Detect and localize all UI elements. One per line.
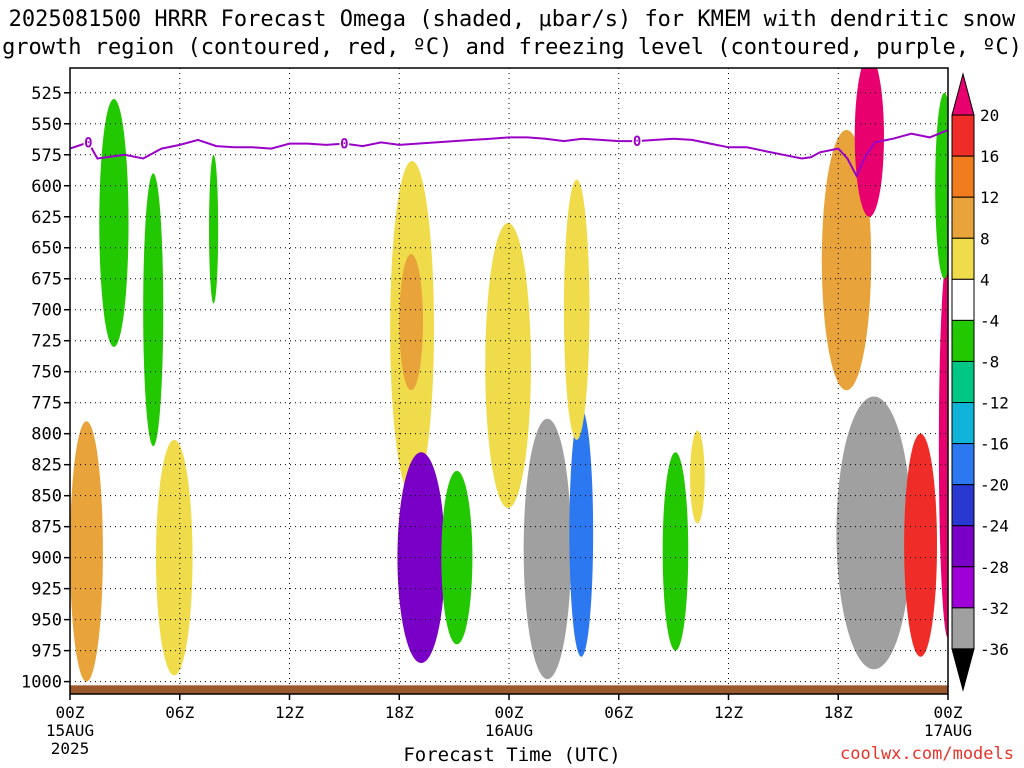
omega-region-17 [854,68,884,217]
y-tick-label-950: 950 [31,611,62,631]
y-tick-label-625: 625 [31,208,62,228]
ground-surface [70,685,948,694]
colorbar-segment-2 [951,155,975,198]
omega-region-10 [485,222,531,509]
x-tick-label-36: 12Z [714,703,743,722]
omega-region-4 [143,173,164,447]
colorbar-segment-8 [951,402,975,445]
x-tick-label-24: 00Z [495,703,524,722]
y-tick-label-525: 525 [31,84,62,104]
colorbar-segment-3 [951,196,975,239]
y-tick-label-1000: 1000 [21,673,62,693]
colorbar-label-10: -24 [980,517,1009,536]
y-tick-label-650: 650 [31,239,62,259]
colorbar-label-1: 16 [980,147,999,166]
x-tick-label-42: 18Z [824,703,853,722]
colorbar-label-4: 4 [980,270,990,289]
colorbar-segment-7 [951,360,975,404]
freezing-level-label-1: 0 [84,135,92,151]
y-tick-label-750: 750 [31,363,62,383]
y-tick-label-725: 725 [31,332,62,352]
omega-region-14 [662,452,689,651]
chart-title-line-1: 2025081500 HRRR Forecast Omega (shaded, … [8,7,1016,32]
colorbar-segment-5 [951,278,975,321]
chart-title: 2025081500 HRRR Forecast Omega (shaded, … [0,6,1024,62]
omega-region-8 [397,452,445,664]
omega-region-16 [821,129,872,391]
x-tick-label-0: 00Z [56,703,85,722]
x-tick-label-18: 18Z [385,703,414,722]
y-axis: 525 550 575 600 625 650 675 700 725 750 775 800 825 8… [21,84,70,693]
y-tick-label-775: 775 [31,394,62,414]
colorbar-label-5: -4 [980,311,999,330]
colorbar-segment-12 [951,566,975,609]
colorbar-segment-11 [951,525,975,568]
omega-region-11 [523,418,572,680]
omega-region-19 [904,433,938,657]
colorbar-label-13: -36 [980,640,1009,659]
x-tick-year-0: 2025 [51,739,90,758]
colorbar-label-7: -12 [980,394,1009,413]
colorbar-label-2: 12 [980,188,999,207]
y-tick-label-600: 600 [31,177,62,197]
colorbar-label-6: -8 [980,352,999,371]
y-tick-label-800: 800 [31,425,62,445]
site-credit: coolwx.com/models [840,744,1014,764]
omega-region-21 [935,92,948,279]
y-tick-label-700: 700 [31,301,62,321]
x-tick-label-6: 06Z [165,703,194,722]
omega-region-18 [836,396,912,670]
colorbar-label-0: 20 [980,106,999,125]
y-tick-label-825: 825 [31,456,62,476]
colorbar-bottom-triangle [951,648,975,692]
omega-region-20 [938,253,948,639]
omega-region-3 [155,439,193,676]
colorbar-top-triangle [951,72,975,116]
colorbar-label-3: 8 [980,229,990,248]
y-tick-label-675: 675 [31,270,62,290]
omega-region-7 [399,253,424,391]
colorbar-label-9: -20 [980,476,1009,495]
omega-region-12 [569,408,594,657]
y-tick-label-925: 925 [31,580,62,600]
colorbar-label-11: -28 [980,558,1009,577]
x-tick-date-24: 16AUG [485,721,533,740]
y-tick-label-850: 850 [31,487,62,507]
colorbar: 20 16 12 8 4 -4 -8 -12 -16 -20 -24 -28 -32 -36 [951,72,1009,692]
x-tick-label-48: 00Z [934,703,963,722]
colorbar-label-8: -16 [980,435,1009,454]
freezing-level-line: 0 0 0 [70,129,948,179]
y-tick-label-575: 575 [31,146,62,166]
omega-region-5 [209,154,219,304]
x-tick-label-12: 12Z [275,703,304,722]
colorbar-segment-10 [951,484,975,527]
omega-region-2 [99,98,129,347]
omega-region-9 [441,470,473,645]
chart-title-line-2: growth region (contoured, red, ºC) and f… [2,35,1022,60]
colorbar-segment-9 [951,443,975,486]
freezing-level-label-3: 0 [633,134,641,150]
x-tick-date-48: 17AUG [924,721,972,740]
colorbar-segment-4 [951,237,975,280]
x-tick-date-0: 15AUG [46,721,94,740]
colorbar-segment-1 [951,114,975,157]
y-tick-label-900: 900 [31,549,62,569]
colorbar-segment-13 [951,607,975,650]
freezing-level-label-2: 0 [340,137,348,153]
freezing-level-path [70,129,948,179]
x-axis-title: Forecast Time (UTC) [403,744,621,766]
y-tick-label-550: 550 [31,115,62,135]
omega-region-13 [563,179,590,440]
colorbar-label-12: -32 [980,599,1009,618]
y-tick-label-975: 975 [31,642,62,662]
omega-region-15 [690,430,705,524]
x-tick-label-30: 06Z [604,703,633,722]
colorbar-segment-6 [951,319,975,362]
omega-region-1 [70,421,103,682]
ground-band [70,685,948,694]
y-tick-label-875: 875 [31,518,62,538]
